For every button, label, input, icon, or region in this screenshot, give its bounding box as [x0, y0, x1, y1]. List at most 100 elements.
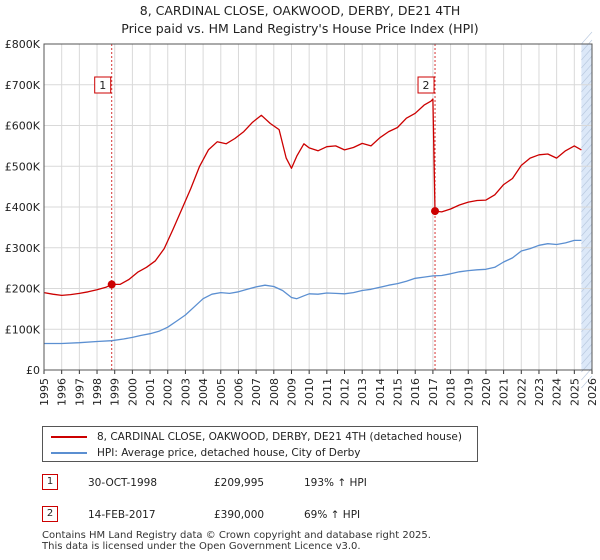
sale-marker-badge: 2 — [42, 506, 58, 522]
sale-point — [107, 280, 116, 289]
x-tick-label: 2007 — [250, 378, 263, 406]
footer-attribution: Contains HM Land Registry data © Crown c… — [42, 530, 431, 552]
sale-row-2: 2 14-FEB-2017 £390,000 69% ↑ HPI — [42, 506, 542, 524]
shaded-hatch — [581, 335, 593, 349]
shaded-hatch — [581, 103, 593, 117]
x-tick-label: 2013 — [356, 378, 369, 406]
x-tick-label: 1998 — [91, 378, 104, 406]
x-tick-label: 1995 — [38, 378, 51, 406]
y-tick-label: £600K — [5, 120, 41, 133]
chart-title: 8, CARDINAL CLOSE, OAKWOOD, DERBY, DE21 … — [0, 2, 600, 38]
sale-row-1: 1 30-OCT-1998 £209,995 193% ↑ HPI — [42, 474, 542, 492]
shaded-hatch — [581, 95, 593, 109]
x-tick-label: 2016 — [409, 378, 422, 406]
x-tick-label: 2023 — [533, 378, 546, 406]
shaded-hatch — [581, 151, 593, 165]
y-tick-label: £200K — [5, 283, 41, 296]
x-tick-label: 2011 — [321, 378, 334, 406]
shaded-hatch — [581, 255, 593, 269]
shaded-hatch — [581, 247, 593, 261]
y-tick-label: £100K — [5, 323, 41, 336]
x-tick-label: 1996 — [56, 378, 69, 406]
shaded-hatch — [581, 31, 593, 45]
price-paid-line — [43, 98, 582, 297]
legend-label-price: 8, CARDINAL CLOSE, OAKWOOD, DERBY, DE21 … — [97, 431, 462, 443]
shaded-hatch — [581, 287, 593, 301]
price-chart: 1 2 £0 £100K £200K £300K £400K £500K £600K £700K… — [5, 31, 599, 406]
x-tick-label: 2006 — [232, 378, 245, 406]
sale-marker-box — [94, 76, 112, 94]
x-tick-label: 2012 — [339, 378, 352, 406]
x-tick-label: 2010 — [303, 378, 316, 406]
footer-copyright: Contains HM Land Registry data © Crown c… — [42, 530, 431, 541]
legend-swatch-price — [51, 436, 87, 438]
x-tick-label: 2008 — [268, 378, 281, 406]
chart-title-line2: Price paid vs. HM Land Registry's House … — [121, 21, 479, 36]
shaded-hatch — [581, 311, 593, 325]
shaded-hatch — [581, 127, 593, 141]
chart-title-line1: 8, CARDINAL CLOSE, OAKWOOD, DERBY, DE21 … — [139, 3, 461, 18]
sale-price: £209,995 — [214, 477, 265, 489]
x-tick-label: 2018 — [445, 378, 458, 406]
y-tick-label: £700K — [5, 79, 41, 92]
x-tick-label: 2003 — [179, 378, 192, 406]
shaded-hatch — [581, 191, 593, 205]
shaded-hatch — [581, 47, 593, 61]
sale-marker-number: 1 — [99, 79, 106, 92]
y-tick-label: £400K — [5, 201, 41, 214]
legend-item-hpi: HPI: Average price, detached house, City… — [51, 445, 360, 461]
chart-legend: 8, CARDINAL CLOSE, OAKWOOD, DERBY, DE21 … — [42, 426, 478, 462]
shaded-hatch — [581, 71, 593, 85]
sale-marker-number: 2 — [423, 79, 430, 92]
shaded-hatch — [581, 271, 593, 285]
legend-label-hpi: HPI: Average price, detached house, City… — [97, 447, 361, 459]
shaded-hatch — [581, 175, 593, 189]
x-tick-label: 1999 — [109, 378, 122, 406]
footer-licence: This data is licensed under the Open Gov… — [42, 541, 361, 552]
x-tick-label: 2000 — [126, 378, 139, 406]
shaded-hatch — [581, 231, 593, 245]
shaded-hatch — [581, 55, 593, 69]
shaded-hatch — [581, 183, 593, 197]
x-tick-label: 2026 — [586, 378, 599, 406]
shaded-hatch — [581, 279, 593, 293]
shaded-hatch — [581, 199, 593, 213]
x-tick-label: 2025 — [568, 378, 581, 406]
shaded-hatch — [581, 239, 593, 253]
y-tick-label: £800K — [5, 38, 41, 51]
x-tick-label: 2014 — [374, 378, 387, 406]
shaded-hatch — [581, 111, 593, 125]
x-tick-label: 2024 — [551, 378, 564, 406]
x-tick-label: 2017 — [427, 378, 440, 406]
x-tick-label: 2022 — [515, 378, 528, 406]
sale-marker-badge: 1 — [42, 474, 58, 490]
x-tick-label: 2002 — [162, 378, 175, 406]
hpi-line — [44, 239, 582, 345]
x-tick-label: 2004 — [197, 378, 210, 406]
shaded-hatch — [581, 375, 593, 389]
sale-hpi-change: 69% ↑ HPI — [304, 509, 361, 521]
shaded-hatch — [581, 343, 593, 357]
sale-price: £390,000 — [214, 509, 265, 521]
shaded-hatch — [581, 327, 593, 341]
shaded-hatch — [581, 295, 593, 309]
shaded-hatch — [581, 223, 593, 237]
shaded-hatch — [581, 63, 593, 77]
sale-hpi-change: 193% ↑ HPI — [304, 477, 367, 489]
x-tick-label: 2005 — [215, 378, 228, 406]
x-tick-label: 2020 — [480, 378, 493, 406]
legend-swatch-hpi — [51, 452, 87, 454]
legend-item-price: 8, CARDINAL CLOSE, OAKWOOD, DERBY, DE21 … — [51, 429, 462, 445]
sale-date: 14-FEB-2017 — [88, 509, 156, 521]
shaded-hatch — [581, 135, 593, 149]
shaded-hatch — [581, 87, 593, 101]
shaded-hatch — [581, 263, 593, 277]
shaded-hatch — [581, 39, 593, 53]
x-tick-label: 2009 — [285, 378, 298, 406]
x-tick-label: 2021 — [498, 378, 511, 406]
y-tick-label: £500K — [5, 160, 41, 173]
x-tick-label: 2001 — [144, 378, 157, 406]
shaded-hatch — [581, 319, 593, 333]
shaded-hatch — [581, 351, 593, 365]
sale-date: 30-OCT-1998 — [88, 477, 157, 489]
